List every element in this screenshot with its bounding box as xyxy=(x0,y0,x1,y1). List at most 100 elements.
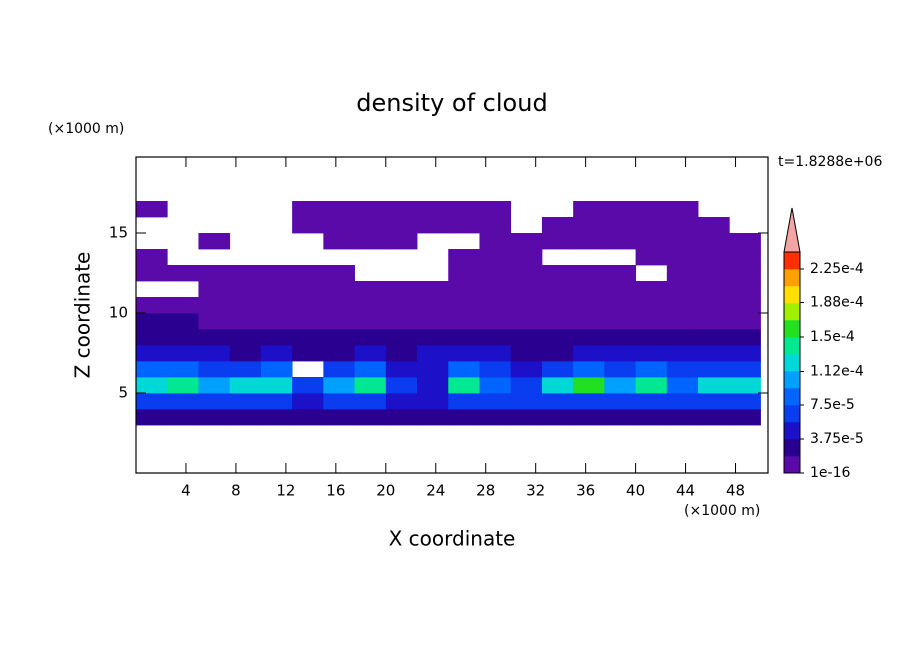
field-cell xyxy=(448,377,480,394)
chart-title: density of cloud xyxy=(356,89,547,117)
field-cell xyxy=(635,233,668,250)
field-cell xyxy=(604,313,637,330)
field-cell xyxy=(385,281,418,298)
x-tick-label: 32 xyxy=(526,482,545,500)
field-cell xyxy=(448,217,480,234)
colorbar-band xyxy=(784,252,800,270)
field-cell xyxy=(635,201,668,218)
field-cell xyxy=(541,393,574,410)
field-cell xyxy=(167,393,199,410)
field-cell xyxy=(448,265,480,282)
field-cell xyxy=(198,313,231,330)
field-cell xyxy=(292,281,324,298)
colorbar-tick-label: 2.25e-4 xyxy=(810,261,864,277)
field-cell xyxy=(635,361,668,378)
field-cell xyxy=(323,281,355,298)
field-cell xyxy=(666,265,699,282)
x-tick-label: 48 xyxy=(726,482,745,500)
field-cell xyxy=(136,201,168,218)
field-cell xyxy=(323,361,355,378)
field-cell xyxy=(729,361,761,378)
field-cell xyxy=(354,313,387,330)
field-cell xyxy=(573,265,605,282)
field-cell xyxy=(136,265,168,282)
field-cell xyxy=(448,345,480,362)
field-cell xyxy=(604,361,637,378)
field-cell xyxy=(510,281,543,298)
field-cell xyxy=(510,249,543,266)
field-cell xyxy=(479,329,512,346)
field-cell xyxy=(198,265,231,282)
field-cell xyxy=(510,361,543,378)
field-cell xyxy=(136,393,168,410)
field-cell xyxy=(510,313,543,330)
field-cell xyxy=(541,313,574,330)
field-cell xyxy=(167,409,199,426)
field-cell xyxy=(323,297,355,314)
field-cell xyxy=(136,345,168,362)
field-cell xyxy=(604,201,637,218)
field-cell xyxy=(229,409,262,426)
field-cell xyxy=(729,409,761,426)
field-cell xyxy=(385,345,418,362)
field-cell xyxy=(354,233,387,250)
field-cell xyxy=(448,409,480,426)
field-cell xyxy=(385,233,418,250)
colorbar-tick-label: 7.5e-5 xyxy=(810,397,855,413)
x-tick-label: 24 xyxy=(426,482,445,500)
x-tick-label: 28 xyxy=(476,482,495,500)
field-cell xyxy=(635,249,668,266)
field-cell xyxy=(541,233,574,250)
colorbar-tick-label: 1.12e-4 xyxy=(810,363,864,379)
field-cell xyxy=(729,249,761,266)
field-cell xyxy=(541,377,574,394)
field-cell xyxy=(573,393,605,410)
field-cell xyxy=(479,393,512,410)
field-cell xyxy=(229,393,262,410)
field-cell xyxy=(323,393,355,410)
field-cell xyxy=(448,249,480,266)
field-cell xyxy=(417,297,449,314)
field-cell xyxy=(448,393,480,410)
field-cell xyxy=(136,329,168,346)
field-cell xyxy=(604,217,637,234)
field-cell xyxy=(510,409,543,426)
field-cell xyxy=(323,345,355,362)
field-cell xyxy=(354,281,387,298)
field-cell xyxy=(729,233,761,250)
y-axis-label: Z coordinate xyxy=(71,252,95,379)
field-cell xyxy=(666,329,699,346)
field-cell xyxy=(354,329,387,346)
colorbar-frame xyxy=(783,251,801,474)
field-cell xyxy=(479,233,512,250)
field-cell xyxy=(666,393,699,410)
field-cell xyxy=(666,409,699,426)
field-cell xyxy=(698,281,730,298)
field-cell xyxy=(198,393,231,410)
field-cell xyxy=(635,329,668,346)
field-cell xyxy=(510,329,543,346)
field-cell xyxy=(573,377,605,394)
field-cell xyxy=(354,361,387,378)
field-cell xyxy=(635,297,668,314)
field-cell xyxy=(604,377,637,394)
field-cell xyxy=(541,297,574,314)
field-cell xyxy=(167,313,199,330)
field-cell xyxy=(260,345,293,362)
field-cell xyxy=(666,313,699,330)
field-cell xyxy=(260,361,293,378)
field-cell xyxy=(229,329,262,346)
colorbar-band xyxy=(784,422,800,440)
field-cell xyxy=(260,409,293,426)
field-cell xyxy=(292,297,324,314)
field-cell xyxy=(666,233,699,250)
field-cell xyxy=(167,377,199,394)
field-cell xyxy=(729,377,761,394)
field-cell xyxy=(229,345,262,362)
x-axis-label: X coordinate xyxy=(389,527,516,551)
field-cell xyxy=(698,409,730,426)
field-cell xyxy=(541,265,574,282)
field-cell xyxy=(136,297,168,314)
field-cell xyxy=(292,345,324,362)
